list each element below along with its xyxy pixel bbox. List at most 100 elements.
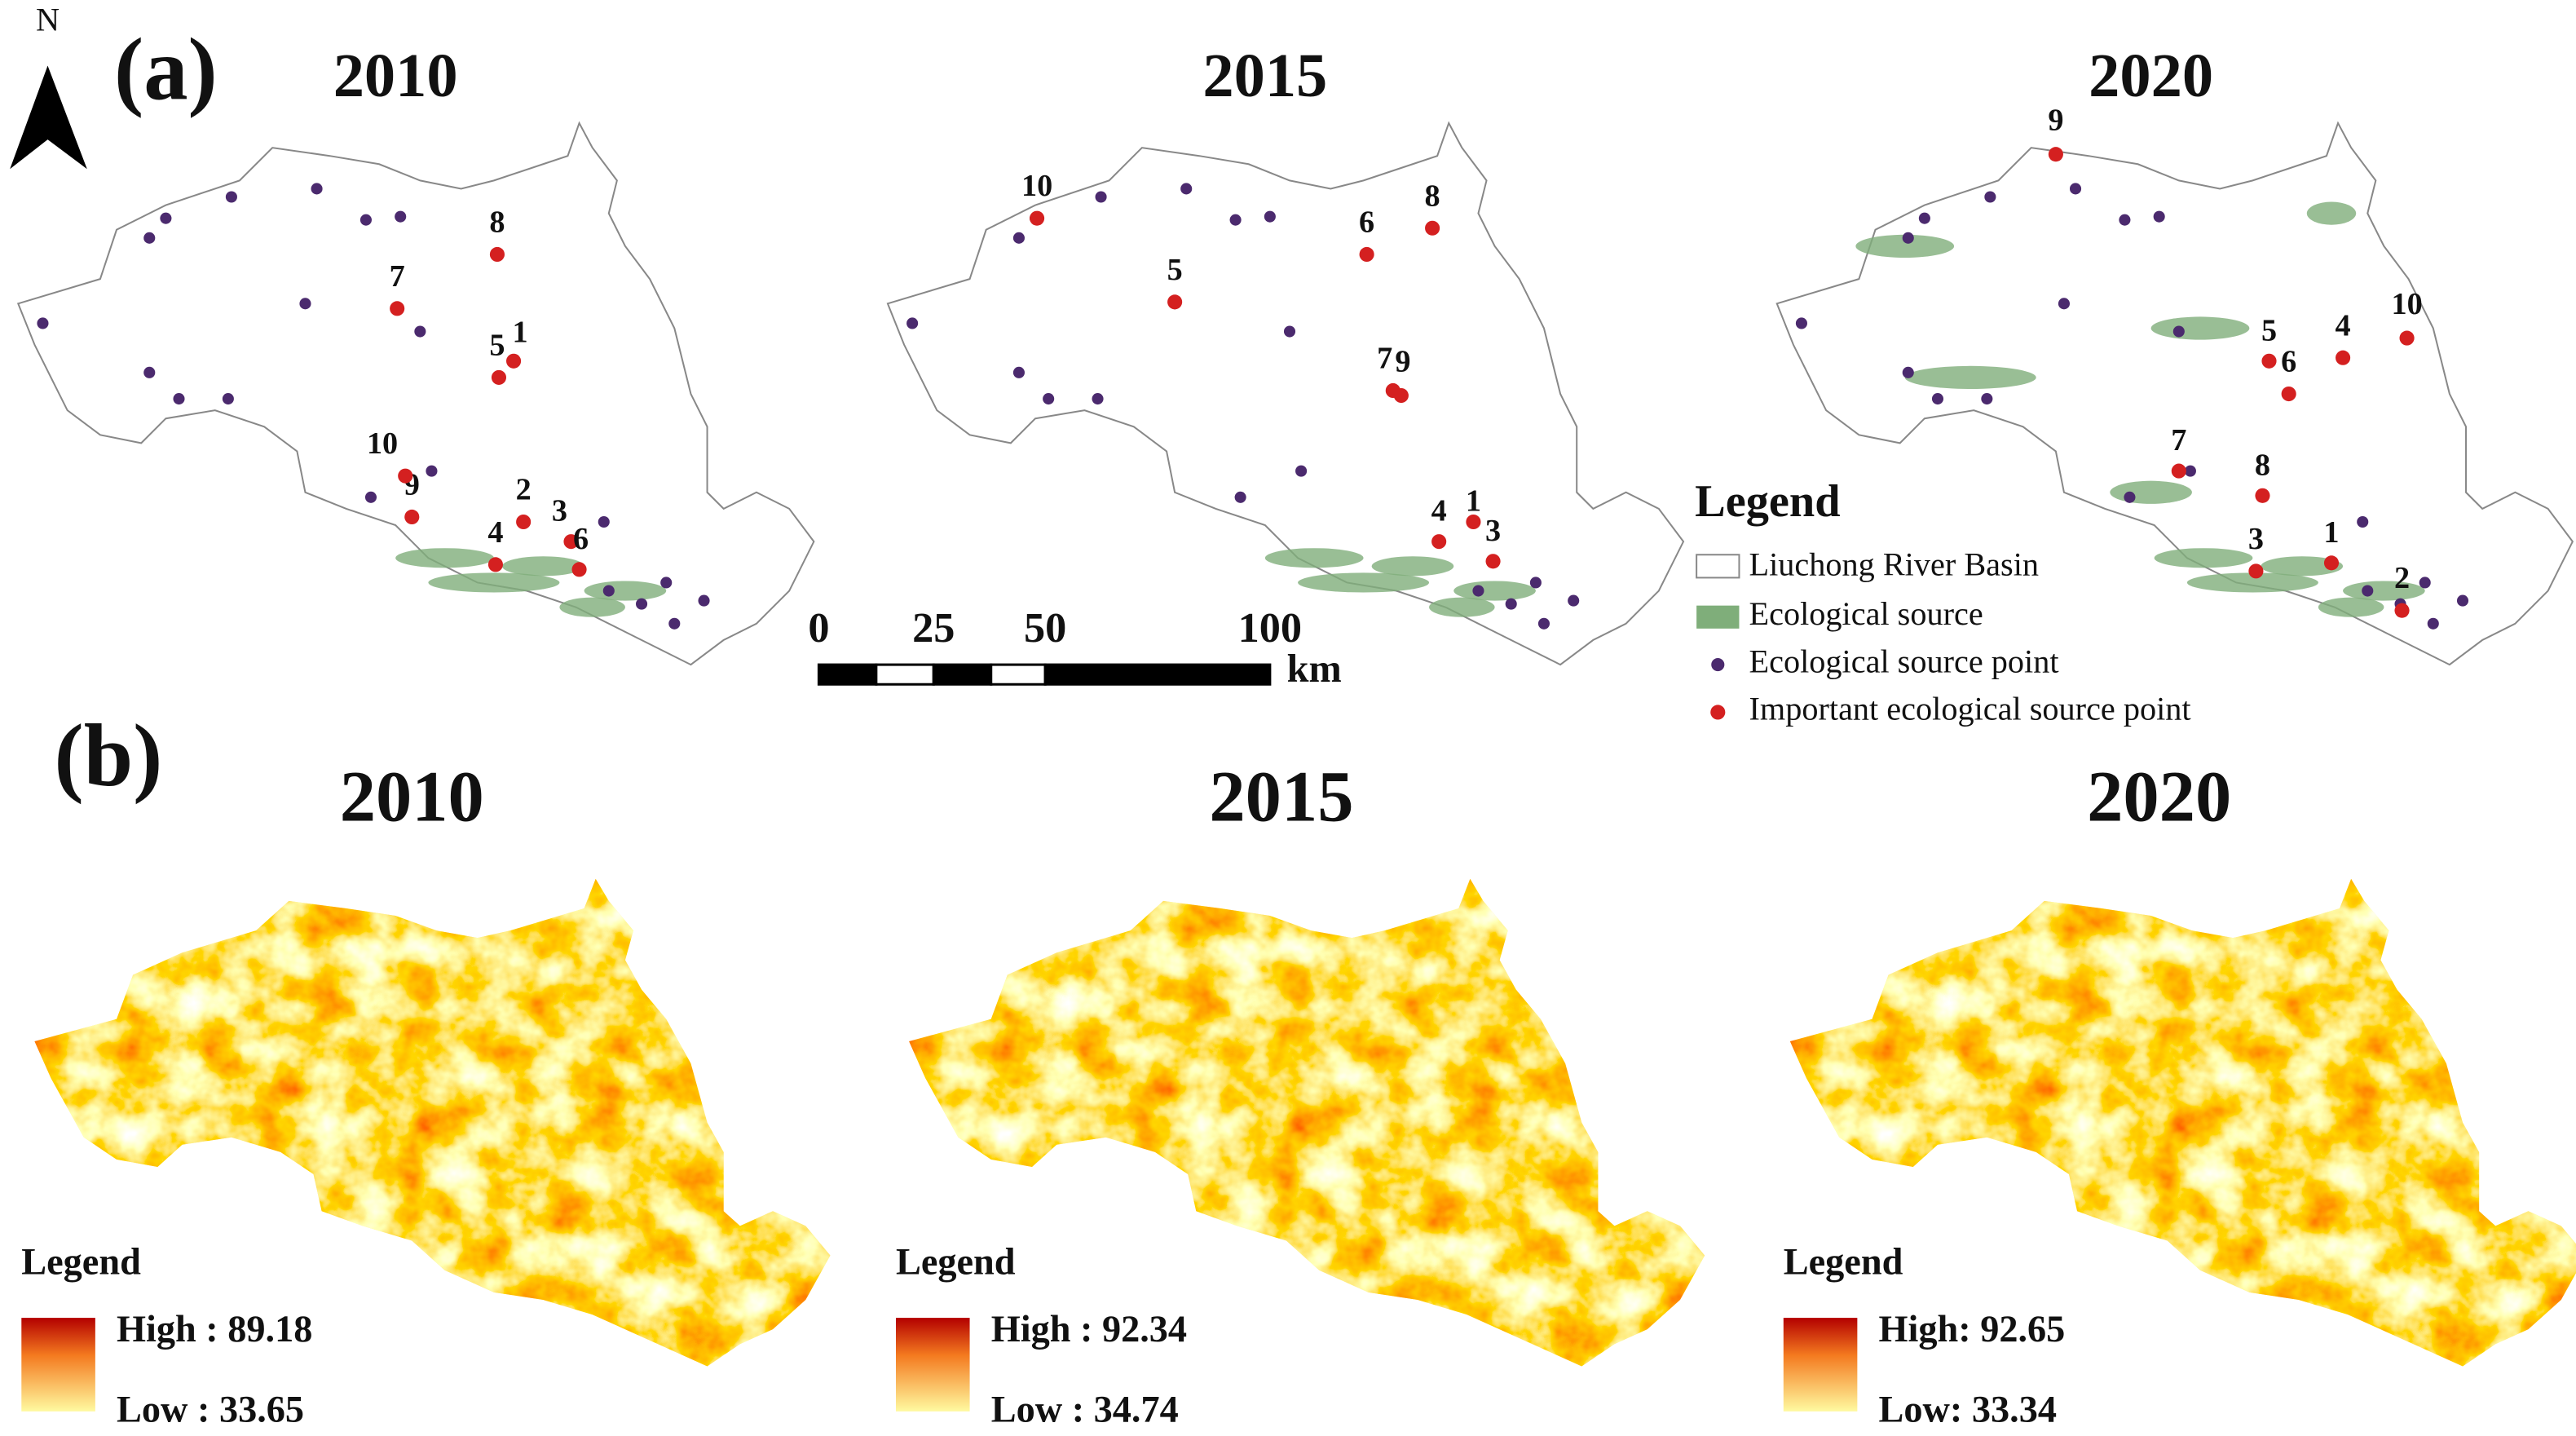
- legend-title: Legend: [1695, 476, 1840, 527]
- ecological-source-point: [2058, 298, 2070, 310]
- point-label: 3: [2248, 522, 2264, 556]
- point-label: 5: [2261, 313, 2277, 347]
- important-point: [1359, 246, 1374, 263]
- ecological-source: [2343, 581, 2425, 601]
- ecological-source-point: [222, 393, 234, 405]
- point-label: 1: [2323, 515, 2339, 550]
- map-year: 2015: [1202, 41, 1327, 110]
- legend-ramp: [21, 1318, 95, 1412]
- legend-swatch: [1711, 658, 1725, 672]
- legend-swatch: [1710, 705, 1726, 720]
- point-label: 1: [513, 315, 528, 349]
- scale-unit: km: [1287, 647, 1342, 691]
- legend-item: Important ecological source point: [1749, 691, 2191, 727]
- important-point: [2048, 147, 2063, 162]
- ecological-source-point: [395, 210, 407, 223]
- important-point: [571, 562, 587, 577]
- legend-high: High : 92.34: [991, 1309, 1187, 1350]
- point-label: 10: [2391, 287, 2422, 321]
- point-label: 6: [2281, 345, 2296, 379]
- point-label: 2: [516, 473, 532, 507]
- important-point: [2323, 555, 2340, 571]
- ecological-source: [2306, 201, 2357, 225]
- ecological-source-point: [1295, 465, 1308, 477]
- ecological-source-point: [1918, 212, 1930, 224]
- ecological-source-point: [1981, 393, 1993, 405]
- panel-label: (a): [114, 20, 218, 119]
- important-point: [2394, 603, 2410, 618]
- point-label: 9: [1395, 345, 1410, 379]
- ecological-source: [395, 548, 494, 568]
- point-label: 7: [2171, 423, 2186, 457]
- point-label: 7: [1377, 342, 1392, 376]
- important-point: [516, 514, 532, 530]
- ecological-source-point: [173, 393, 185, 405]
- ecological-source-point: [426, 465, 438, 477]
- point-label: 1: [1466, 484, 1481, 519]
- point-label: 5: [489, 328, 505, 362]
- important-point: [2248, 563, 2264, 579]
- basin-outline: [886, 122, 1685, 666]
- suitability-surface: [909, 878, 1705, 1367]
- ecological-source: [2186, 572, 2318, 593]
- point-label: 5: [1167, 253, 1183, 287]
- point-label: 8: [2255, 448, 2270, 482]
- legend-high: High : 89.18: [117, 1309, 312, 1350]
- ecological-source-point: [2456, 594, 2469, 607]
- important-point: [2261, 353, 2277, 369]
- legend-item: Ecological source: [1749, 595, 1983, 632]
- ecological-source-point: [1568, 594, 1580, 607]
- ecological-source: [2261, 556, 2344, 577]
- important-point: [2336, 350, 2351, 365]
- map-year: 2020: [2087, 757, 2231, 837]
- legend-high: High: 92.65: [1879, 1309, 2066, 1350]
- point-label: 4: [487, 515, 503, 550]
- ecological-source-point: [2419, 577, 2431, 589]
- ecological-source-point: [668, 617, 681, 630]
- scale-segment: [932, 663, 993, 686]
- ecological-source: [1453, 581, 1536, 601]
- ecological-source: [501, 556, 584, 577]
- important-point: [404, 509, 420, 525]
- ecological-source-point: [2184, 465, 2196, 477]
- map-year: 2015: [1209, 757, 1353, 837]
- ecological-source-point: [1229, 214, 1242, 226]
- ecological-source-point: [660, 577, 673, 589]
- point-label: 3: [1485, 514, 1501, 548]
- map-year: 2010: [340, 757, 484, 837]
- layer: N(a)(b)201012345678910201513456789102020…: [17, 1, 2576, 1430]
- legend-item: Ecological source point: [1749, 643, 2059, 679]
- point-label: 2: [2394, 561, 2410, 595]
- ecological-source-point: [1537, 617, 1550, 630]
- important-point: [1030, 210, 1045, 226]
- ecological-source-point: [1043, 393, 1055, 405]
- point-label: 8: [1425, 179, 1440, 213]
- ecological-source: [1429, 597, 1495, 617]
- ecological-source-point: [364, 491, 377, 503]
- legend-title: Legend: [1784, 1241, 1903, 1283]
- ecological-source-point: [359, 214, 372, 226]
- panel-label: (b): [55, 706, 163, 805]
- ecological-source-point: [1902, 366, 1914, 378]
- ecological-source-point: [2357, 515, 2369, 528]
- point-label: 4: [1431, 494, 1447, 528]
- important-point: [563, 534, 579, 550]
- important-point: [2399, 330, 2415, 346]
- point-label: 9: [2048, 104, 2063, 138]
- ecological-source: [1264, 548, 1364, 568]
- important-point: [390, 301, 405, 316]
- ecological-source-point: [636, 598, 648, 610]
- scale-segment: [817, 663, 878, 686]
- legend-swatch: [1696, 554, 1740, 579]
- point-label: 6: [1359, 205, 1374, 240]
- ecological-source-point: [160, 212, 172, 224]
- ecological-source: [428, 572, 560, 593]
- scale-tick: 0: [808, 604, 829, 652]
- ecological-source: [1298, 572, 1430, 593]
- important-point: [2255, 488, 2270, 503]
- ecological-source-point: [414, 325, 426, 338]
- ecological-source-point: [1529, 577, 1542, 589]
- ecological-source-point: [906, 317, 919, 329]
- ecological-source-point: [1012, 366, 1025, 378]
- map-year: 2010: [333, 41, 458, 110]
